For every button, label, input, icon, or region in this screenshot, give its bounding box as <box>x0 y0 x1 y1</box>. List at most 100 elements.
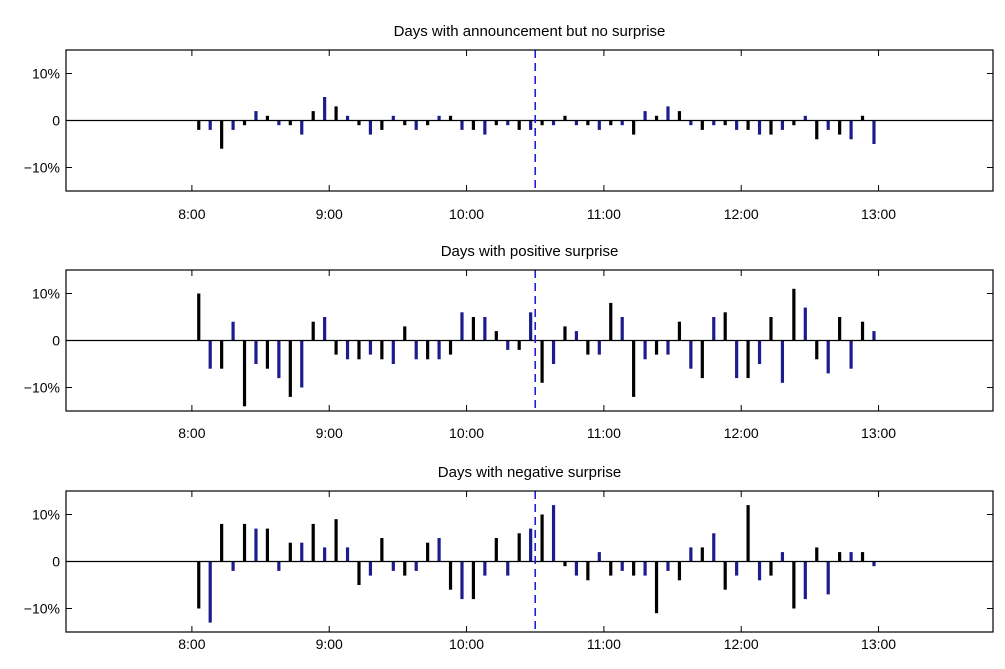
bar <box>208 340 212 369</box>
bar <box>208 561 212 623</box>
x-tick-label: 13:00 <box>861 425 896 441</box>
bar <box>529 312 533 341</box>
x-tick-label: 9:00 <box>316 425 343 441</box>
x-tick-label: 8:00 <box>178 636 205 652</box>
bar <box>517 120 521 130</box>
bar <box>403 561 407 576</box>
bar <box>712 120 716 126</box>
bar <box>803 115 807 121</box>
x-tick-label: 8:00 <box>178 425 205 441</box>
bar <box>197 120 201 130</box>
panel-title: Days with negative surprise <box>438 464 621 481</box>
bar <box>769 561 773 576</box>
bar <box>300 340 304 388</box>
bar <box>540 514 544 562</box>
bar <box>780 120 785 130</box>
x-tick-label: 13:00 <box>861 636 896 652</box>
bar <box>769 120 773 135</box>
bar <box>620 120 624 126</box>
bar <box>311 111 315 121</box>
bar <box>311 321 315 341</box>
bar <box>506 561 510 576</box>
bar <box>792 120 796 126</box>
bar <box>540 340 544 383</box>
bar <box>609 120 613 126</box>
bar <box>872 561 876 567</box>
bar <box>815 340 819 360</box>
bar <box>574 120 579 126</box>
bar <box>723 561 727 590</box>
bar <box>414 340 418 360</box>
bar <box>220 523 224 562</box>
bar <box>609 302 613 341</box>
bar <box>483 120 487 135</box>
bar <box>265 340 270 369</box>
x-tick-label: 12:00 <box>724 425 759 441</box>
x-tick-label: 11:00 <box>587 636 621 652</box>
bar <box>872 331 876 341</box>
bar <box>597 120 601 130</box>
bar <box>677 561 682 581</box>
bar <box>334 340 338 355</box>
bar <box>838 317 842 341</box>
bar <box>197 293 201 341</box>
bar <box>288 120 292 126</box>
bar <box>826 340 830 374</box>
panel-title: Days with positive surprise <box>441 243 619 260</box>
bar <box>311 523 315 562</box>
bar <box>815 547 819 562</box>
bar <box>551 120 556 126</box>
bar <box>380 340 384 360</box>
bar <box>586 340 590 355</box>
bar <box>735 120 739 130</box>
bar <box>494 538 498 562</box>
bar <box>780 340 785 383</box>
bar <box>757 120 762 135</box>
bar <box>323 547 327 562</box>
bar <box>849 120 853 140</box>
bar <box>712 533 716 562</box>
bar <box>735 561 739 576</box>
bar <box>712 317 716 341</box>
bar <box>860 115 865 121</box>
bar <box>277 561 281 571</box>
bar <box>380 538 384 562</box>
bar <box>483 561 487 576</box>
bar <box>323 317 327 341</box>
bar <box>494 331 498 341</box>
x-tick-label: 11:00 <box>587 425 621 441</box>
bar <box>426 120 430 126</box>
bar <box>529 528 533 562</box>
bar <box>414 561 418 571</box>
bar <box>437 538 441 562</box>
bar <box>540 120 544 126</box>
bar <box>746 505 750 562</box>
bar <box>529 120 533 130</box>
x-tick-label: 12:00 <box>724 206 759 222</box>
bar <box>254 111 258 121</box>
bar <box>815 120 819 140</box>
bar <box>746 120 750 130</box>
bar <box>654 340 659 355</box>
bar <box>242 120 247 126</box>
bar <box>448 115 453 121</box>
bar <box>254 528 258 562</box>
bar <box>677 111 682 121</box>
bar <box>849 340 853 369</box>
bar <box>769 317 773 341</box>
bar <box>689 120 693 126</box>
bar <box>242 340 247 407</box>
bar <box>334 106 338 121</box>
bar <box>380 120 384 130</box>
bar <box>792 288 796 341</box>
bar <box>345 115 350 121</box>
bar <box>677 321 682 341</box>
bar <box>231 561 235 571</box>
bar <box>551 505 556 562</box>
bar <box>666 340 670 355</box>
bar <box>803 307 807 341</box>
y-tick-label: 0 <box>52 113 60 129</box>
bar <box>700 547 704 562</box>
bar <box>757 340 762 364</box>
